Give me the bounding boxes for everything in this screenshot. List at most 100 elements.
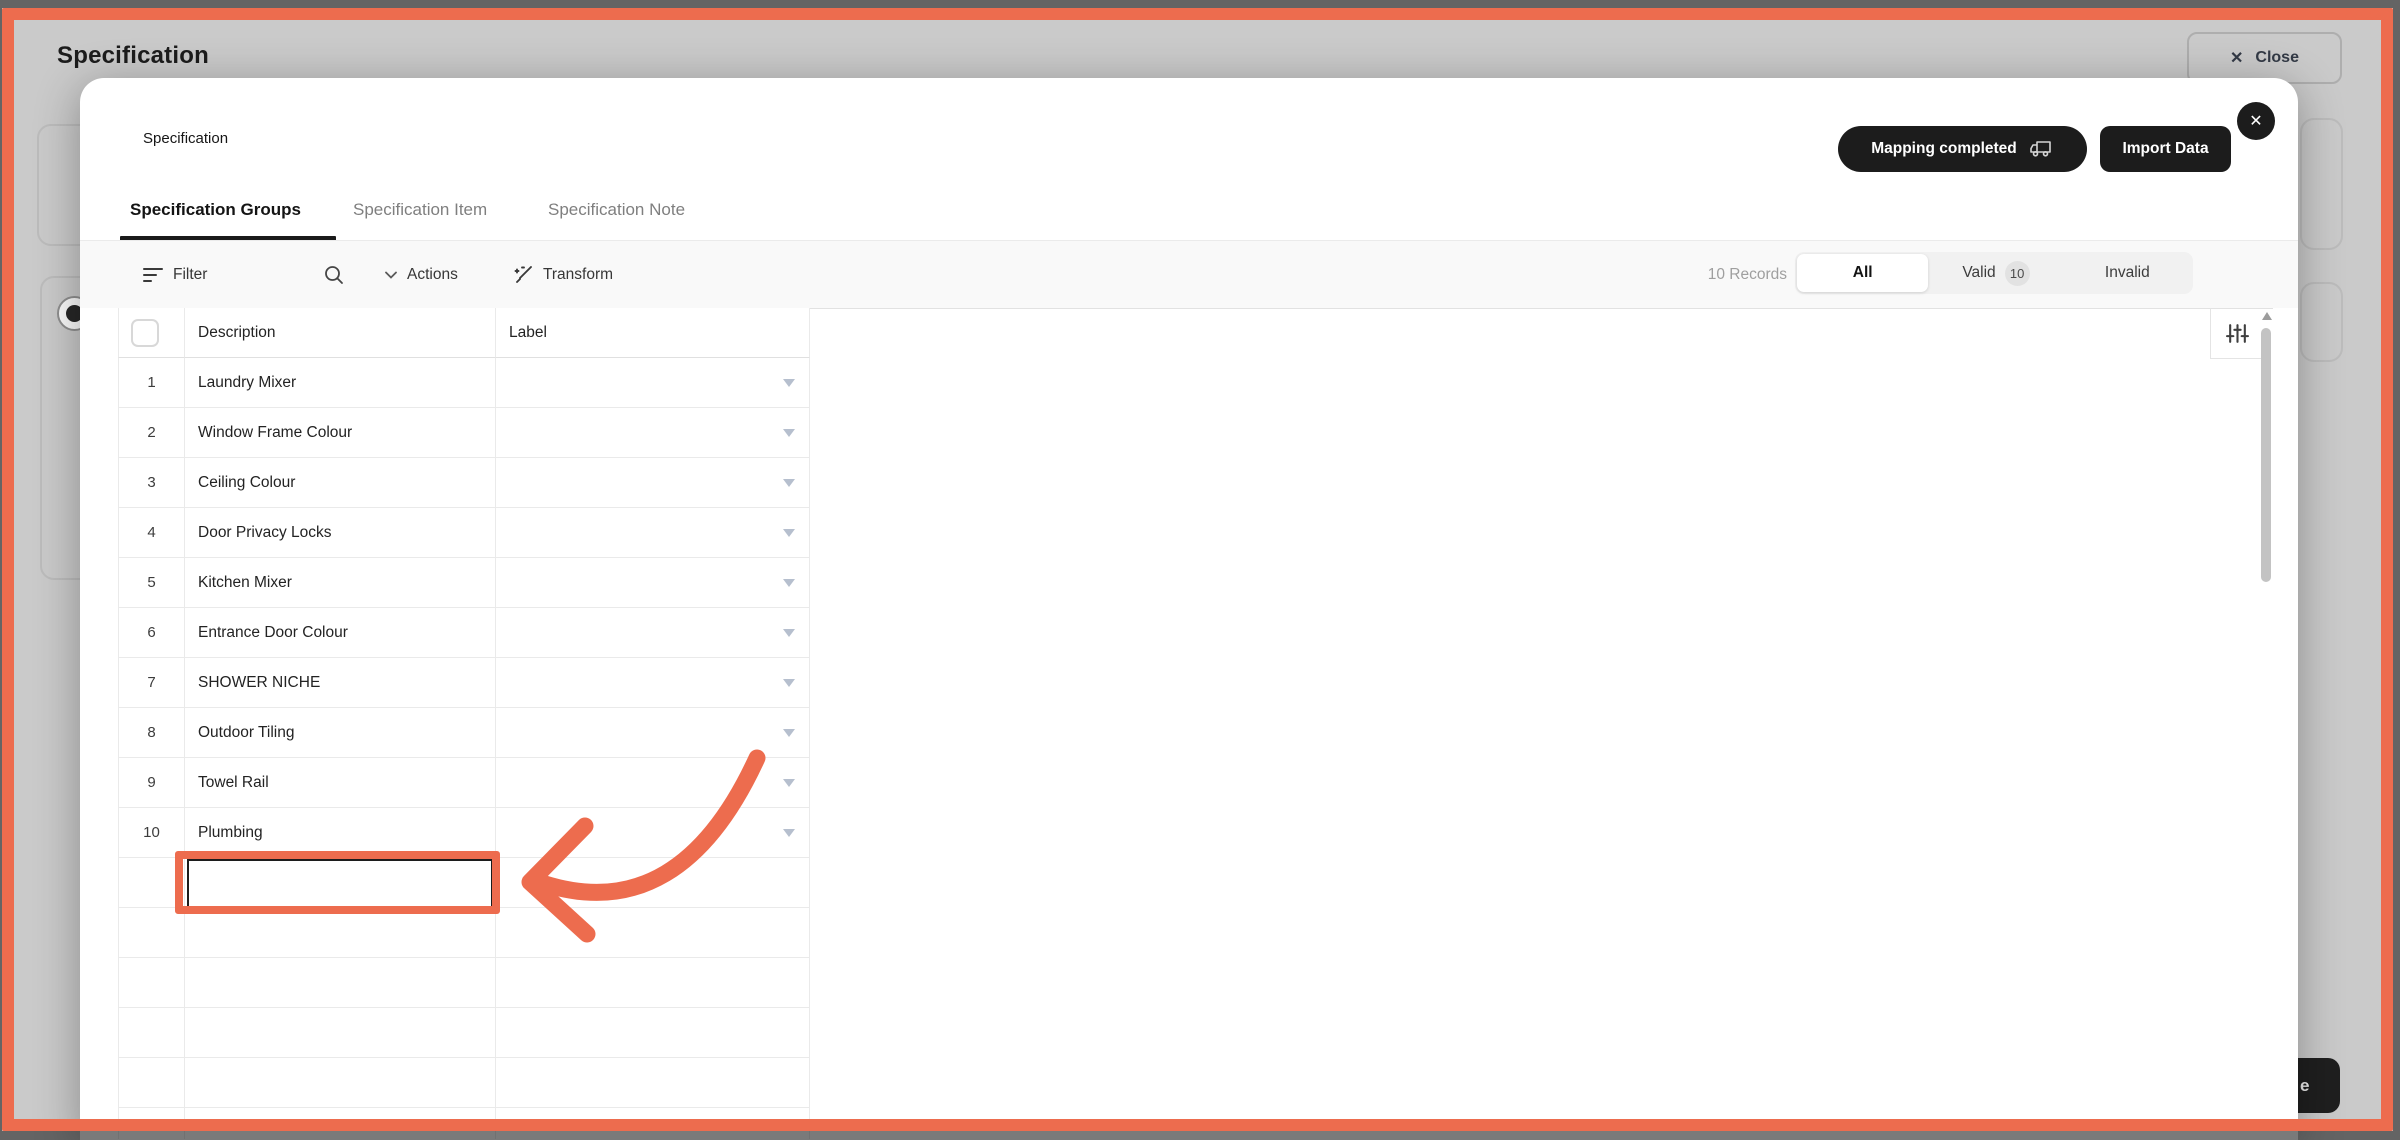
cell-description[interactable]: Plumbing	[185, 808, 496, 858]
empty-cell[interactable]	[496, 1108, 810, 1139]
dropdown-caret-icon	[783, 579, 795, 587]
column-header-description-label: Description	[198, 323, 276, 341]
empty-cell[interactable]	[496, 1058, 810, 1108]
page-title: Specification	[57, 42, 209, 69]
cell-label-dropdown[interactable]	[496, 408, 810, 458]
cell-description[interactable]: Laundry Mixer	[185, 358, 496, 408]
empty-cell[interactable]	[496, 1008, 810, 1058]
row-num: 2	[118, 408, 185, 458]
empty-cell[interactable]	[185, 958, 496, 1008]
cell-label-dropdown[interactable]	[496, 458, 810, 508]
empty-cell[interactable]	[185, 1058, 496, 1108]
chevron-down-icon	[385, 271, 397, 279]
import-data-label: Import Data	[2122, 140, 2209, 157]
actions-label: Actions	[407, 265, 458, 283]
column-settings-cell[interactable]	[2210, 308, 2263, 359]
segment-valid[interactable]: Valid 10	[1930, 252, 2061, 294]
background-card-top-right	[2300, 118, 2343, 250]
empty-cell[interactable]	[185, 1008, 496, 1058]
empty-cell[interactable]	[185, 1108, 496, 1139]
dropdown-caret-icon	[783, 829, 795, 837]
scrollbar-thumb[interactable]	[2261, 328, 2271, 582]
row-num: 4	[118, 508, 185, 558]
modal-title: Specification	[143, 130, 229, 147]
search-icon	[325, 265, 343, 284]
row-num: 10	[118, 808, 185, 858]
cell-description[interactable]: Outdoor Tiling	[185, 708, 496, 758]
dropdown-caret-icon	[783, 729, 795, 737]
search-button[interactable]	[323, 241, 345, 308]
cell-description[interactable]: Kitchen Mixer	[185, 558, 496, 608]
row-num: 5	[118, 558, 185, 608]
mapping-completed-label: Mapping completed	[1871, 140, 2017, 157]
column-header-label-label: Label	[509, 323, 547, 341]
transform-button[interactable]: Transform	[513, 241, 613, 308]
dropdown-caret-icon	[783, 779, 795, 787]
cell-label-dropdown[interactable]	[496, 558, 810, 608]
tab-specification-item[interactable]: Specification Item	[353, 200, 488, 219]
page-close-button[interactable]: ✕ Close	[2187, 32, 2342, 84]
dim-overlay-right	[2393, 8, 2400, 1131]
magic-wand-icon	[514, 265, 532, 283]
row-num: 6	[118, 608, 185, 658]
new-row-input[interactable]	[187, 859, 493, 909]
cell-label-dropdown[interactable]	[496, 758, 810, 808]
cell-description[interactable]: Towel Rail	[185, 758, 496, 808]
dropdown-caret-icon	[783, 629, 795, 637]
segment-all[interactable]: All	[1797, 254, 1929, 292]
segment-valid-label: Valid	[1962, 264, 1996, 281]
actions-dropdown[interactable]: Actions	[385, 241, 458, 308]
cell-label-dropdown[interactable]	[496, 358, 810, 408]
filter-button[interactable]: Filter	[143, 241, 207, 308]
valid-count-badge: 10	[2004, 260, 2030, 286]
empty-cell[interactable]	[185, 908, 496, 958]
empty-cell	[118, 908, 185, 958]
validity-segmented-control: All Valid 10 Invalid	[1795, 252, 2193, 294]
column-header-description[interactable]: Description	[185, 308, 496, 358]
empty-cell	[118, 1108, 185, 1139]
scrollbar-up-arrow-icon[interactable]	[2262, 312, 2272, 320]
cell-description[interactable]: SHOWER NICHE	[185, 658, 496, 708]
row-num: 1	[118, 358, 185, 408]
close-x-icon: ✕	[2230, 50, 2244, 67]
new-row-label-cell[interactable]	[496, 858, 810, 908]
truck-icon	[2029, 141, 2051, 157]
empty-cell[interactable]	[496, 958, 810, 1008]
row-num: 3	[118, 458, 185, 508]
tabbar-divider	[80, 240, 2298, 241]
tab-specification-groups[interactable]: Specification Groups	[130, 200, 301, 219]
cell-description[interactable]: Window Frame Colour	[185, 408, 496, 458]
dropdown-caret-icon	[783, 479, 795, 487]
cell-description[interactable]: Ceiling Colour	[185, 458, 496, 508]
radio-dot	[66, 305, 83, 322]
cell-description[interactable]: Door Privacy Locks	[185, 508, 496, 558]
select-all-cell	[118, 308, 185, 358]
select-all-checkbox[interactable]	[131, 318, 159, 347]
segment-invalid[interactable]: Invalid	[2104, 264, 2150, 281]
table-top-border	[118, 308, 2273, 309]
tab-specification-note[interactable]: Specification Note	[548, 200, 686, 219]
row-num: 9	[118, 758, 185, 808]
modal-close-x-icon: ✕	[2249, 113, 2263, 130]
column-header-label[interactable]: Label	[496, 308, 810, 358]
filter-icon	[143, 267, 163, 282]
import-data-button[interactable]: Import Data	[2100, 126, 2231, 172]
row-num: 7	[118, 658, 185, 708]
dim-overlay-left	[0, 8, 2, 1131]
mapping-completed-button[interactable]: Mapping completed	[1838, 126, 2087, 172]
partial-button-text: e	[2300, 1076, 2310, 1095]
cell-label-dropdown[interactable]	[496, 808, 810, 858]
cell-label-dropdown[interactable]	[496, 608, 810, 658]
modal-close-button[interactable]: ✕	[2237, 102, 2275, 140]
close-label: Close	[2255, 49, 2299, 66]
cell-label-dropdown[interactable]	[496, 508, 810, 558]
empty-cell[interactable]	[496, 908, 810, 958]
dropdown-caret-icon	[783, 379, 795, 387]
cell-description[interactable]: Entrance Door Colour	[185, 608, 496, 658]
cell-label-dropdown[interactable]	[496, 658, 810, 708]
active-tab-underline	[120, 236, 336, 241]
column-settings-sliders-icon	[2225, 323, 2249, 343]
background-card-right	[2300, 282, 2343, 362]
empty-cell	[118, 1058, 185, 1108]
cell-label-dropdown[interactable]	[496, 708, 810, 758]
